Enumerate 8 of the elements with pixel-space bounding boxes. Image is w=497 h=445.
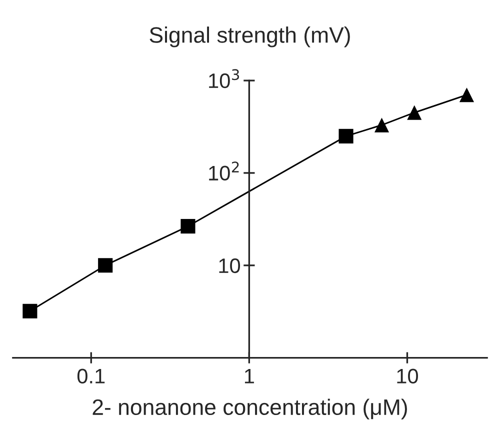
x-tick-label: 10 bbox=[397, 368, 418, 384]
y-tick-label: 10$^{3}$ bbox=[209, 69, 239, 88]
y-tick-label: 10 bbox=[219, 258, 240, 274]
y-tick-label: 10$^{2}$ bbox=[209, 162, 239, 181]
x-tick-label: 0.1 bbox=[77, 368, 105, 384]
y-axis-title: Signal strength (mV) bbox=[150, 26, 350, 48]
x-axis-title: 2- nonanone concentration (μM) bbox=[92, 398, 407, 420]
x-tick-label: 1 bbox=[244, 368, 254, 384]
